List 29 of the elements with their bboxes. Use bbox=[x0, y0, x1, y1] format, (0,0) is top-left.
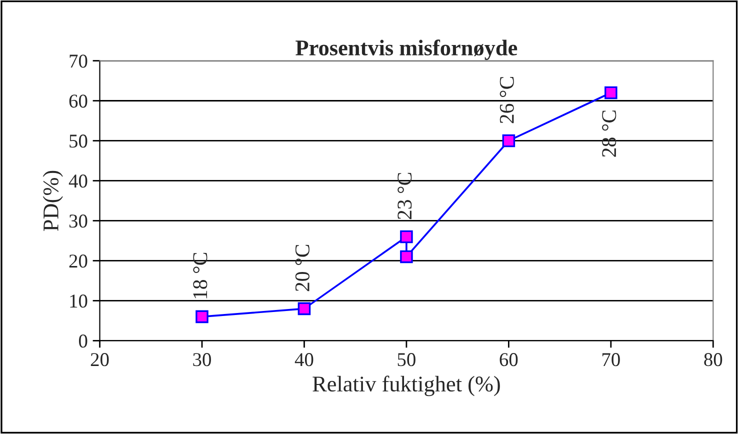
annotation: 18 °C bbox=[193, 252, 208, 298]
point bbox=[400, 230, 413, 244]
y-tick-label: 0 bbox=[78, 334, 88, 348]
y-tick-label: 10 bbox=[70, 294, 88, 308]
x-tick-label: 50 bbox=[398, 353, 416, 366]
annotation: 26 °C bbox=[500, 76, 514, 124]
y-axis-title: PD(%) bbox=[42, 170, 63, 231]
annotation: 20 °C bbox=[295, 244, 310, 292]
x-tick-label: 70 bbox=[602, 353, 620, 366]
point bbox=[400, 250, 413, 264]
x-tick-label: 20 bbox=[90, 353, 109, 366]
point bbox=[298, 302, 311, 316]
annotation: 23 °C bbox=[398, 172, 412, 220]
y-tick-label: 20 bbox=[69, 254, 88, 268]
x-tick-label: 60 bbox=[500, 353, 518, 366]
x-axis-title: Relativ fuktighet (%) bbox=[312, 376, 500, 396]
annotation: 28 °C bbox=[602, 110, 616, 157]
x-tick-label: 80 bbox=[704, 353, 722, 366]
x-tick-label: 40 bbox=[294, 353, 314, 366]
point bbox=[196, 310, 208, 324]
y-tick-label: 50 bbox=[70, 134, 88, 148]
y-tick-label: 40 bbox=[68, 174, 88, 188]
y-tick-label: 70 bbox=[70, 54, 88, 68]
y-tick-label: 30 bbox=[69, 214, 88, 228]
point bbox=[502, 134, 516, 148]
chart-title: Prosentvis misfornøyde bbox=[296, 40, 518, 60]
y-tick-label: 60 bbox=[69, 94, 88, 108]
x-tick-label: 30 bbox=[193, 353, 211, 366]
point bbox=[604, 86, 618, 100]
